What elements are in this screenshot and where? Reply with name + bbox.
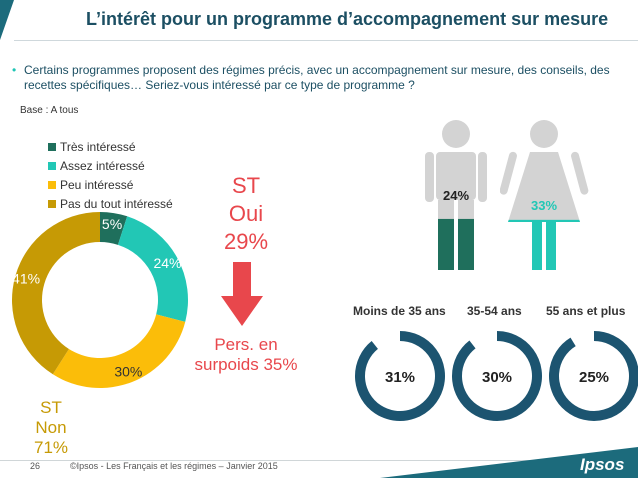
legend-label: Peu intéressé [60,177,134,192]
woman-value-label: 33% [531,198,557,213]
legend-item: Assez intéressé [48,156,173,175]
overweight-line-1: Pers. en [214,335,278,354]
st-oui-line-3: 29% [223,229,269,254]
header-bar [0,0,638,40]
ipsos-logo: Ipsos [580,455,625,474]
st-oui-callout: ST Oui 29% [208,172,284,256]
legend-label: Assez intéressé [60,158,145,173]
age-label: 55 ans et plus [546,304,626,318]
header-divider [14,40,638,41]
st-oui-line-1: ST [231,173,261,198]
legend-swatch [48,142,56,151]
donut-slice [100,212,128,245]
st-non-callout: ST Non 71% [18,398,84,458]
st-non-line-2: Non [35,418,67,437]
st-non-line-3: 71% [33,438,69,457]
question-text: • Certains programmes proposent des régi… [12,63,632,93]
overweight-callout: Pers. en surpoids 35% [186,335,306,375]
age-gauges-chart: 31% 30% 25% [355,331,638,421]
legend-label: Très intéressé [60,139,136,154]
legend-swatch [48,180,56,189]
st-oui-line-2: Oui [228,201,264,226]
legend-swatch [48,199,56,208]
man-value-label: 24% [443,188,469,203]
question-body: Certains programmes proposent des régime… [24,63,610,92]
bullet-icon: • [12,63,17,77]
gauge-arc [452,331,542,421]
legend-item: Pas du tout intéressé [48,194,173,213]
footer-divider [0,460,638,461]
page-number: 26 [30,461,41,471]
base-note: Base : A tous [20,105,79,116]
gender-figures-chart: 24% 33% [425,120,590,270]
down-arrow-icon [221,262,263,326]
donut-slice-label: 41% [12,271,40,287]
st-non-line-1: ST [40,398,62,417]
donut-slice [11,212,100,375]
header-corner [0,0,14,40]
donut-slice-label: 5% [102,216,122,232]
overweight-line-2: surpoids 35% [194,355,298,374]
footer-copyright: ©Ipsos - Les Français et les régimes – J… [70,461,278,471]
donut-slice-label: 30% [114,364,142,380]
legend-item: Très intéressé [48,137,173,156]
donut-slice-label: 24% [153,255,181,271]
gauge-arc [355,331,445,421]
woman-figure-base [500,120,590,270]
donut-legend: Très intéressé Assez intéressé Peu intéres… [48,137,173,213]
gauge-arc [549,331,638,421]
age-label: Moins de 35 ans [353,304,446,318]
legend-label: Pas du tout intéressé [60,196,173,211]
interest-donut-chart: 5% 24% 30% 41% [11,212,188,388]
woman-figure-fill [500,219,590,270]
man-figure-fill [425,218,487,270]
age-label: 35-54 ans [467,304,522,318]
gauge-value: 25% [579,369,609,386]
page-title: L’intérêt pour un programme d’accompagne… [86,9,609,29]
gauge-value: 30% [482,369,512,386]
gauge-value: 31% [385,369,415,386]
legend-item: Peu intéressé [48,175,173,194]
donut-slice [52,314,186,388]
donut-slice [117,216,188,322]
legend-swatch [48,161,56,170]
